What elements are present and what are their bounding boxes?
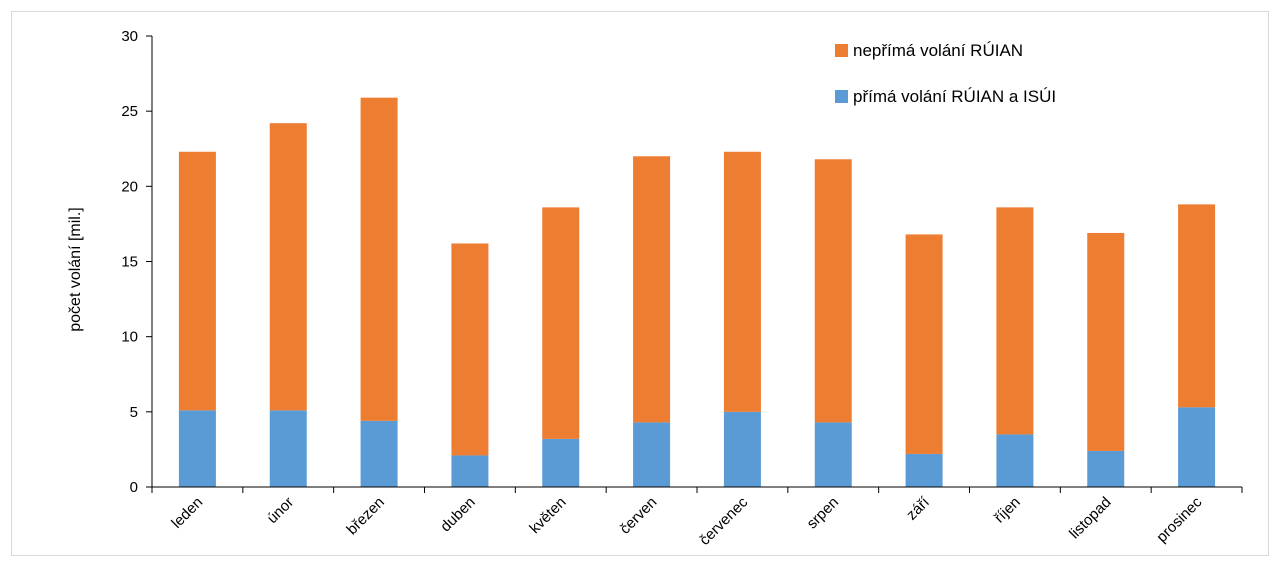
y-tick-label: 15	[121, 254, 138, 271]
bar-indirect-4	[542, 207, 580, 439]
bar-direct-0	[178, 410, 216, 487]
bar-indirect-1	[269, 123, 307, 411]
axes-group	[151, 36, 1242, 488]
y-tick-label: 10	[121, 329, 138, 346]
legend-label: nepřímá volání RÚIAN	[853, 41, 1023, 60]
y-tick-label: 20	[121, 178, 138, 195]
bar-direct-8	[905, 453, 943, 487]
x-tick-label: prosinec	[1153, 493, 1205, 545]
x-tick-label: červenec	[696, 493, 751, 548]
x-tick-label: září	[903, 493, 933, 523]
bar-direct-3	[451, 455, 489, 487]
x-tick-label: listopad	[1066, 494, 1115, 543]
y-axis-title: počet volání [mil.]	[67, 207, 84, 332]
y-tick-label: 25	[121, 103, 138, 120]
bar-indirect-2	[360, 97, 398, 421]
legend-swatch	[835, 44, 848, 57]
x-tick-label: únor	[264, 494, 297, 527]
bar-indirect-5	[633, 156, 671, 423]
bar-indirect-0	[178, 151, 216, 411]
bar-direct-4	[542, 438, 580, 487]
bar-direct-9	[996, 434, 1034, 487]
bar-indirect-7	[814, 159, 852, 423]
chart-frame	[11, 11, 1269, 556]
bars-group	[178, 97, 1216, 487]
bar-direct-6	[723, 411, 761, 487]
x-ticks: leden únor březen duben květen červen červenec…	[151, 487, 1243, 549]
bar-indirect-10	[1087, 232, 1125, 451]
bar-indirect-11	[1178, 204, 1216, 408]
bar-direct-11	[1178, 407, 1216, 487]
x-tick-label: březen	[343, 494, 387, 538]
x-tick-label: říjen	[991, 494, 1024, 527]
bar-indirect-8	[905, 234, 943, 454]
bar-direct-5	[633, 422, 671, 487]
bar-indirect-6	[723, 151, 761, 412]
bar-direct-10	[1087, 450, 1125, 487]
legend-label: přímá volání RÚIAN a ISÚI	[853, 87, 1056, 106]
bar-direct-7	[814, 422, 852, 487]
x-tick-label: červen	[617, 494, 661, 538]
y-tick-label: 0	[130, 479, 138, 496]
x-tick-label: duben	[437, 494, 479, 536]
y-tick-label: 30	[121, 28, 138, 45]
bar-indirect-9	[996, 207, 1034, 435]
x-tick-label: srpen	[804, 494, 843, 533]
x-tick-label: leden	[168, 494, 206, 532]
legend: nepřímá volání RÚIAN přímá volání RÚIAN a…	[835, 41, 1056, 106]
bar-direct-2	[360, 420, 398, 487]
y-tick-label: 5	[130, 404, 138, 421]
x-tick-label: květen	[526, 494, 569, 537]
bar-direct-1	[269, 410, 307, 487]
legend-swatch	[835, 90, 848, 103]
y-ticks: 0 5 10 15 20 25 30	[121, 28, 152, 496]
bar-indirect-3	[451, 243, 489, 456]
